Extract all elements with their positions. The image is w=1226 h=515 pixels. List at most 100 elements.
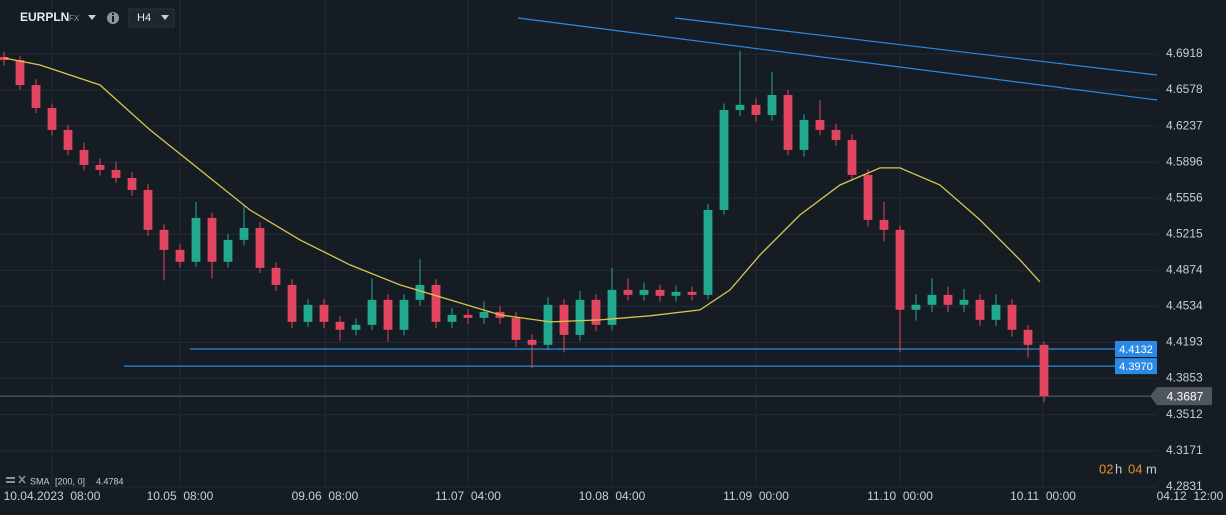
candle-body — [591, 299, 601, 325]
level-badge — [1115, 340, 1157, 357]
market: FX — [69, 14, 80, 23]
candle-body — [335, 321, 345, 330]
y-tick-label: 4.3853 — [1166, 371, 1203, 385]
timeframe-select[interactable] — [128, 8, 175, 28]
indicator-icon — [6, 477, 15, 479]
x-tick-label: 04.12 12:00 — [1157, 489, 1224, 503]
indicator-params: [200, 0] — [55, 476, 85, 486]
candle-body — [975, 299, 985, 320]
candle-body — [639, 289, 649, 295]
candle-body — [895, 229, 905, 310]
x-tick-label: 10.05 08:00 — [147, 489, 214, 503]
candle-body — [127, 177, 137, 190]
candle-body — [655, 289, 665, 296]
candle-body — [319, 304, 329, 322]
candle-body — [287, 284, 297, 322]
candle-body — [479, 311, 489, 318]
candle-body — [367, 299, 377, 325]
candle-body — [703, 209, 713, 295]
plot-area — [0, 17, 1158, 403]
indicator-legend[interactable]: SMA [200, 0] 4.4784 — [6, 475, 124, 486]
candle-body — [463, 314, 473, 318]
candle-body — [991, 304, 1001, 320]
candle-body — [879, 219, 889, 230]
x-tick-label: 10.11 00:00 — [1010, 489, 1076, 503]
y-tick-label: 4.5215 — [1166, 226, 1203, 240]
candle-body — [943, 294, 953, 305]
x-tick-label: 11.07 04:00 — [435, 489, 501, 503]
candle-body — [815, 119, 825, 130]
candle-body — [79, 149, 89, 165]
level-label: 4.4132 — [1119, 344, 1153, 356]
candle-body — [1007, 304, 1017, 330]
candle-body — [911, 304, 921, 310]
symbol-dropdown[interactable] — [88, 15, 96, 20]
candle-body — [735, 104, 745, 111]
trend-line — [674, 17, 1158, 76]
candle-body — [623, 289, 633, 295]
y-tick-label: 4.6578 — [1166, 82, 1203, 96]
candle-body — [559, 304, 569, 335]
candle-body — [47, 107, 57, 130]
candle-body — [351, 324, 361, 330]
x-tick-label: 11.09 00:00 — [723, 489, 789, 503]
candle-body — [783, 94, 793, 150]
candle-body — [543, 304, 553, 345]
candle-body — [607, 289, 617, 325]
candle-body — [847, 139, 857, 175]
indicator-remove[interactable] — [18, 475, 26, 484]
candle-body — [719, 110, 729, 210]
candle-body — [799, 119, 809, 150]
candle-body — [831, 129, 841, 140]
candle-body — [959, 299, 969, 305]
candle-body — [415, 284, 425, 300]
y-tick-label: 4.3171 — [1166, 443, 1203, 457]
candle-body — [303, 304, 313, 322]
x-tick-label: 10.04.2023 08:00 — [4, 489, 101, 503]
countdown-hours: 02 — [1099, 461, 1113, 476]
y-tick-label: 4.6918 — [1166, 46, 1203, 60]
indicator-name: SMA — [30, 476, 50, 486]
countdown: 02 h 04 m — [1099, 461, 1157, 476]
x-tick-label: 11.10 00:00 — [867, 489, 933, 503]
candle-body — [1039, 344, 1049, 397]
toolbar: EURPLN FX H4 — [20, 8, 175, 28]
countdown-unit: h — [1115, 461, 1122, 476]
candle-body — [223, 239, 233, 262]
grid — [0, 0, 1157, 488]
countdown-unit: m — [1146, 461, 1157, 476]
y-tick-label: 4.5556 — [1166, 190, 1203, 204]
candle-body — [767, 94, 777, 115]
indicator-value: 4.4784 — [96, 476, 124, 486]
candle-body — [271, 267, 281, 285]
y-tick-label: 4.3512 — [1166, 407, 1203, 421]
candle-body — [207, 217, 217, 262]
timeframe-dropdown[interactable] — [161, 15, 169, 20]
candle-body — [431, 284, 441, 322]
x-tick-label: 10.08 04:00 — [579, 489, 646, 503]
last-price-label: 4.3687 — [1167, 389, 1204, 403]
candle-body — [527, 339, 537, 345]
candle-body — [511, 317, 521, 340]
candle-body — [63, 129, 73, 150]
candle-body — [927, 294, 937, 305]
y-tick-label: 4.6237 — [1166, 118, 1203, 132]
candle-body — [31, 85, 41, 108]
candle-body — [191, 217, 201, 262]
countdown-minutes: 04 — [1128, 461, 1142, 476]
x-tick-label: 09.06 08:00 — [292, 489, 359, 503]
candle-body — [399, 299, 409, 330]
y-tick-label: 4.4193 — [1166, 335, 1203, 349]
y-tick-label: 4.4874 — [1166, 263, 1203, 277]
candle-body — [95, 164, 105, 170]
candle-body — [1023, 329, 1033, 345]
candle-body — [143, 189, 153, 230]
candle-body — [447, 314, 457, 322]
level-label: 4.3970 — [1119, 361, 1153, 373]
candle-body — [239, 227, 249, 240]
symbol[interactable]: EURPLN — [20, 10, 69, 24]
candle-body — [671, 291, 681, 296]
timeframe: H4 — [137, 12, 151, 24]
indicator-icon — [6, 481, 15, 483]
